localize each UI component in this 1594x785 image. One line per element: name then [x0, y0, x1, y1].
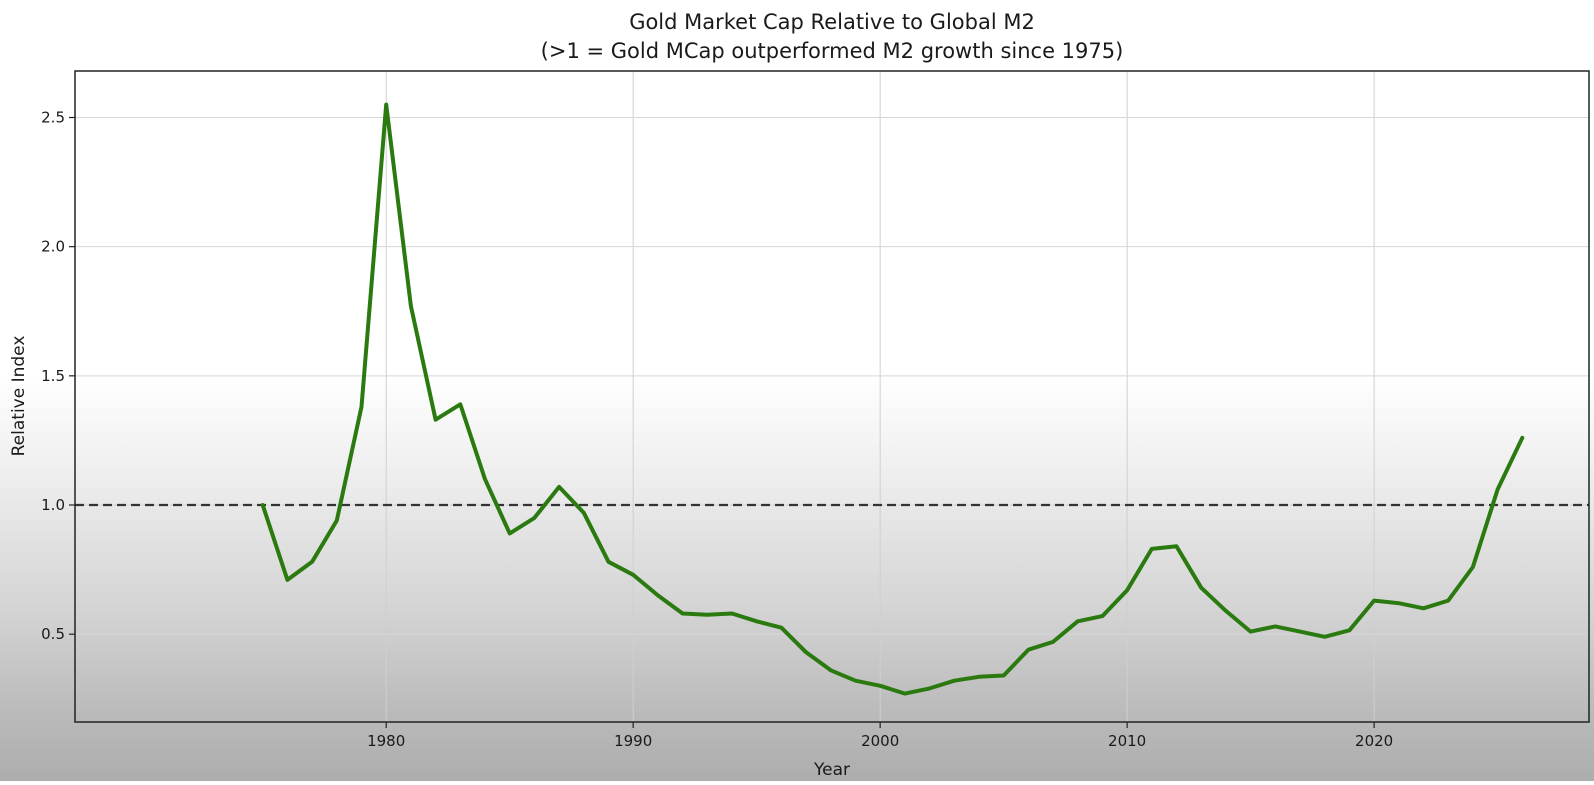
- data-point: [755, 619, 759, 623]
- data-point: [1051, 640, 1055, 644]
- x-tick-label: 2020: [1355, 732, 1393, 750]
- data-point: [359, 405, 364, 409]
- data-point: [1150, 547, 1154, 551]
- data-point: [977, 675, 981, 679]
- data-point: [1471, 565, 1475, 569]
- y-tick-label: 1.0: [41, 496, 65, 514]
- data-point: [1372, 598, 1376, 603]
- data-point: [384, 102, 388, 107]
- grid-lines: [75, 71, 1589, 722]
- y-axis-label: Relative Index: [9, 336, 29, 457]
- data-point: [829, 668, 833, 672]
- data-point: [1199, 586, 1203, 590]
- data-point: [532, 516, 536, 520]
- data-point: [508, 531, 512, 536]
- data-point: [705, 613, 709, 617]
- data-point: [1002, 673, 1006, 678]
- data-point: [1125, 588, 1129, 592]
- data-point: [730, 611, 734, 616]
- y-tick-label: 0.5: [41, 625, 65, 643]
- data-point: [285, 578, 290, 582]
- data-point: [779, 626, 783, 630]
- data-point: [1446, 598, 1450, 603]
- data-point: [1298, 629, 1302, 634]
- data-point: [310, 560, 314, 564]
- data-point: [1496, 487, 1500, 492]
- x-tick-label: 1980: [367, 732, 405, 750]
- data-point: [582, 511, 586, 515]
- data-point: [1174, 544, 1179, 548]
- data-point: [952, 679, 956, 683]
- data-point: [804, 650, 808, 654]
- data-point: [1273, 624, 1277, 629]
- data-point: [853, 679, 858, 683]
- series-line: [260, 102, 1525, 696]
- y-tick-label: 2.5: [41, 109, 65, 127]
- y-axis-ticks: 0.5 1.0 1.5 2.0 2.5: [41, 109, 75, 643]
- y-tick-label: 1.5: [41, 367, 65, 385]
- data-point: [1347, 628, 1352, 632]
- data-point: [1100, 614, 1105, 618]
- data-point: [557, 485, 561, 489]
- data-point: [335, 518, 339, 523]
- data-point: [458, 402, 462, 406]
- chart-subtitle: (>1 = Gold MCap outperformed M2 growth s…: [541, 39, 1124, 63]
- data-point: [409, 304, 413, 308]
- data-point: [1026, 648, 1030, 652]
- x-tick-label: 2000: [861, 732, 899, 750]
- data-point: [631, 573, 635, 577]
- data-point: [606, 560, 611, 564]
- chart-title: Gold Market Cap Relative to Global M2: [629, 10, 1035, 34]
- series-group: [260, 102, 1525, 696]
- x-axis-label: Year: [813, 760, 850, 780]
- y-tick-label: 2.0: [41, 238, 65, 256]
- data-point: [1224, 609, 1228, 613]
- data-point: [1323, 635, 1327, 639]
- data-point: [656, 593, 660, 598]
- data-point: [878, 684, 882, 688]
- data-point: [1520, 436, 1524, 440]
- x-axis-ticks: 1980 1990 2000 2010 2020: [367, 722, 1393, 750]
- data-point: [433, 418, 438, 422]
- x-tick-label: 1990: [614, 732, 652, 750]
- data-point: [927, 686, 932, 691]
- data-point: [1076, 619, 1080, 623]
- x-tick-label: 2010: [1108, 732, 1146, 750]
- data-point: [483, 477, 487, 481]
- data-point: [680, 611, 685, 616]
- data-point: [903, 691, 907, 696]
- data-point: [1397, 601, 1401, 605]
- data-point: [1249, 629, 1253, 634]
- data-point: [261, 503, 265, 507]
- plot-frame: [74, 70, 1590, 723]
- data-point: [1421, 606, 1426, 610]
